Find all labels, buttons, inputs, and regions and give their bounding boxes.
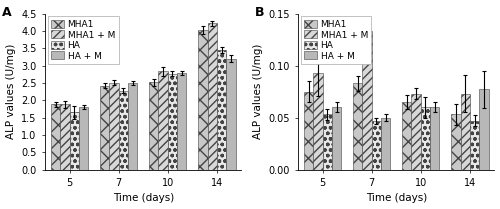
Bar — [381, 118, 390, 169]
Bar — [332, 107, 341, 169]
Legend: MHA1, MHA1 + M, HA, HA + M: MHA1, MHA1 + M, HA, HA + M — [300, 16, 372, 64]
Bar — [322, 115, 332, 169]
Bar — [353, 83, 362, 169]
Bar — [479, 89, 488, 169]
Y-axis label: ALP values (U/mg): ALP values (U/mg) — [252, 44, 262, 139]
Bar — [177, 73, 186, 169]
Bar — [362, 31, 372, 169]
Bar — [51, 104, 60, 169]
Bar — [70, 112, 79, 169]
Bar — [421, 107, 430, 169]
Text: A: A — [2, 6, 12, 19]
Bar — [118, 90, 128, 169]
Bar — [470, 121, 479, 169]
Bar — [372, 121, 381, 169]
Bar — [217, 50, 226, 169]
Bar — [208, 23, 217, 169]
Bar — [402, 102, 411, 169]
Bar — [460, 94, 470, 169]
Bar — [226, 59, 235, 169]
Bar — [412, 94, 421, 169]
Bar — [198, 30, 207, 169]
Bar — [313, 73, 322, 169]
Bar — [79, 107, 88, 169]
Legend: MHA1, MHA1 + M, HA, HA + M: MHA1, MHA1 + M, HA, HA + M — [48, 16, 118, 64]
Bar — [149, 82, 158, 169]
Bar — [100, 86, 110, 169]
Y-axis label: ALP values (U/mg): ALP values (U/mg) — [6, 44, 16, 139]
Bar — [128, 83, 138, 169]
Bar — [304, 92, 313, 169]
Bar — [451, 115, 460, 169]
Bar — [158, 71, 168, 169]
Text: B: B — [254, 6, 264, 19]
X-axis label: Time (days): Time (days) — [112, 194, 174, 203]
Bar — [430, 107, 440, 169]
Bar — [110, 83, 118, 169]
Bar — [60, 104, 70, 169]
X-axis label: Time (days): Time (days) — [366, 194, 427, 203]
Bar — [168, 74, 177, 169]
